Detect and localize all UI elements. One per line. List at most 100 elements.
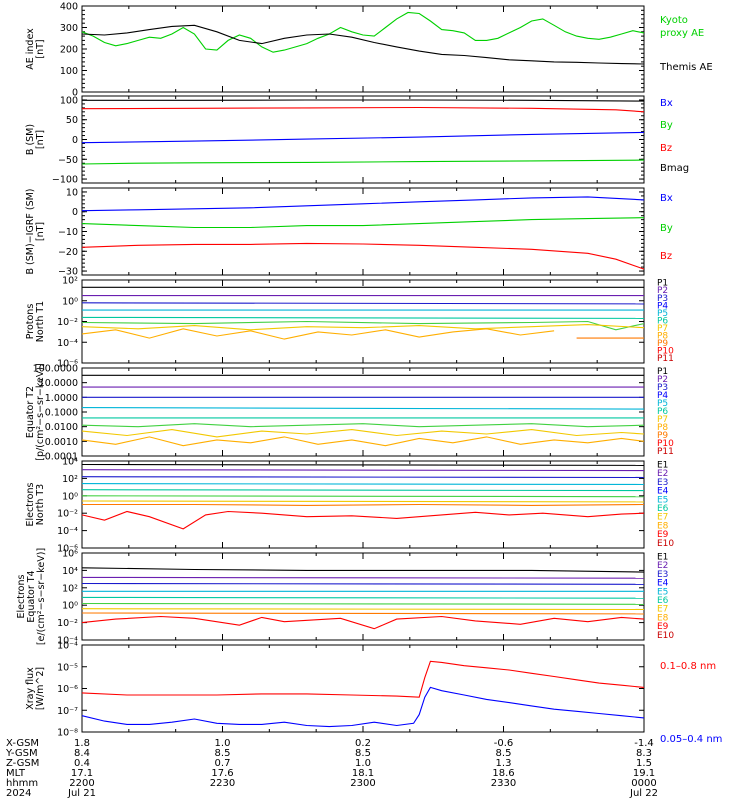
legend-entry: proxy AE	[660, 28, 704, 39]
legend-channel: E9	[657, 530, 669, 540]
legend-channel: P8	[657, 331, 668, 341]
bottom-row-label: Z-GSM	[6, 758, 39, 769]
panel-xray-flux: 10⁻⁴ 10⁻⁵ 10⁻⁶ 10⁻⁷ 10⁻⁸ Xray flux [W/m^2] 0.1–…	[25, 641, 722, 746]
ytick-label: 10²	[62, 276, 78, 287]
bottom-cell: 1.3	[496, 758, 512, 769]
ytick-label: 10⁰	[62, 491, 78, 502]
ytick-label: 10⁰	[62, 601, 78, 612]
ytick-label: 10⁻⁴	[57, 641, 78, 652]
legend-entry: Bz	[660, 251, 672, 262]
bottom-cell: 2200	[69, 778, 94, 789]
legend-channel: P10	[657, 347, 674, 357]
ytick-label: −20	[58, 247, 78, 258]
ytick-label: 10⁻²	[57, 618, 78, 629]
series-line	[81, 324, 645, 331]
ylabel-line: North T3	[35, 484, 46, 525]
legend-channel: P6	[657, 407, 668, 417]
ytick-label: 10⁴	[62, 457, 78, 468]
bottom-cell: 0.2	[355, 738, 371, 749]
legend-channel: E2	[657, 469, 668, 479]
series-line	[81, 582, 645, 585]
series-line	[81, 106, 645, 113]
legend-entry: 0.05–0.4 nm	[660, 734, 722, 745]
ytick-label: 10⁻⁸	[57, 728, 78, 739]
legend-channel: P3	[657, 294, 668, 304]
bottom-cell: 1.0	[215, 738, 231, 749]
panel-frame	[81, 187, 645, 276]
ylabel-line: [nT]	[35, 39, 46, 58]
series-line	[81, 407, 645, 410]
ytick-label: 100.0000	[33, 364, 78, 375]
ytick-label: −100	[52, 175, 78, 186]
ytick-label: 1.0000	[45, 393, 78, 404]
ytick-label: 10²	[62, 474, 78, 485]
ytick-label: 10	[66, 187, 78, 198]
legend-channel: E5	[657, 495, 668, 505]
series-line	[81, 495, 645, 498]
bottom-row-label: 2024	[6, 788, 31, 799]
ylabel-line: AE index	[25, 28, 36, 70]
bottom-cell: 8.3	[636, 748, 652, 759]
series-line	[81, 320, 645, 331]
legend-channel: E3	[657, 570, 668, 580]
legend-channel: P1	[657, 279, 668, 289]
series-line	[81, 196, 645, 212]
bottom-cell: 1.5	[636, 758, 652, 769]
ytick-label: 100	[60, 95, 78, 106]
series-line	[81, 423, 645, 428]
legend-entry: By	[660, 223, 673, 234]
ytick-label: 10⁻²	[57, 317, 78, 328]
series-line	[82, 99, 645, 102]
ytick-label: 10⁻⁶	[57, 359, 78, 370]
legend-entry: Bz	[660, 143, 672, 154]
legend-entry: Bx	[660, 98, 673, 109]
ytick-label: 0.1000	[45, 408, 78, 419]
bottom-cell: 2230	[210, 778, 235, 789]
legend-entry: By	[660, 120, 673, 131]
ytick-label: 10⁶	[62, 549, 78, 560]
legend-entry: Bx	[660, 193, 673, 204]
series-line	[81, 602, 645, 605]
bottom-cell: 0000	[631, 778, 656, 789]
panel-frame	[81, 5, 645, 93]
bottom-cell: 2300	[350, 778, 375, 789]
ylabel-line: Protons	[25, 304, 36, 340]
panel-frame	[81, 552, 645, 641]
bottom-cell: 1.0	[355, 758, 371, 769]
ylabel-line: Equator T4	[26, 570, 37, 622]
bottom-row-label: MLT	[6, 768, 26, 779]
ytick-label: 10²	[62, 583, 78, 594]
legend-channel: P4	[657, 391, 668, 401]
series-line	[81, 469, 645, 472]
ytick-label: 0.0010	[45, 437, 78, 448]
bottom-cell: -0.6	[494, 738, 514, 749]
ytick-label: 10⁻⁷	[57, 706, 78, 717]
series-line	[81, 612, 645, 615]
ytick-label: 300	[60, 23, 78, 34]
series-line	[81, 489, 645, 492]
bottom-cell: 8.5	[215, 748, 231, 759]
ytick-label: 10⁰	[62, 296, 78, 307]
series-line	[81, 686, 645, 728]
ytick-label: 0	[72, 88, 78, 99]
ytick-label: 10⁻⁴	[57, 338, 78, 349]
legend-channel: P2	[657, 375, 668, 385]
series-line	[81, 500, 645, 503]
legend-channel: P7	[657, 415, 668, 425]
legend-channel: E6	[657, 596, 669, 606]
bottom-row-label: hhmm	[6, 778, 38, 789]
ylabel-line: Electrons	[25, 482, 36, 526]
legend-channel: E7	[657, 513, 668, 523]
ylabel-line: [e/(cm²−s−sr−keV)]	[36, 548, 47, 645]
ytick-label: −10	[58, 227, 78, 238]
ylabel-line: Xray flux	[25, 667, 36, 710]
legend-channel: P4	[657, 301, 668, 311]
legend-channel: E5	[657, 587, 668, 597]
bottom-cell: 17.1	[71, 768, 93, 779]
legend-channel: P11	[657, 354, 674, 364]
series-line	[81, 316, 645, 319]
ytick-label: 0.0001	[45, 452, 78, 463]
legend-channel: E4	[657, 487, 669, 497]
bottom-row-label: Y-GSM	[5, 748, 38, 759]
series-line	[81, 608, 645, 611]
